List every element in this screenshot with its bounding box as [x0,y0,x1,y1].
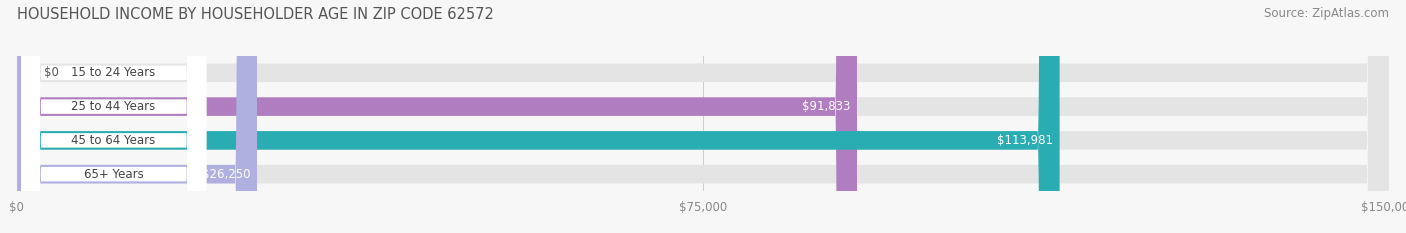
Text: $91,833: $91,833 [801,100,851,113]
Text: 15 to 24 Years: 15 to 24 Years [72,66,156,79]
FancyBboxPatch shape [17,0,257,233]
FancyBboxPatch shape [17,0,1389,233]
FancyBboxPatch shape [17,0,1389,233]
Text: 65+ Years: 65+ Years [84,168,143,181]
FancyBboxPatch shape [17,0,34,233]
FancyBboxPatch shape [17,0,1060,233]
Text: 45 to 64 Years: 45 to 64 Years [72,134,156,147]
Text: $113,981: $113,981 [997,134,1053,147]
FancyBboxPatch shape [21,0,207,233]
Text: Source: ZipAtlas.com: Source: ZipAtlas.com [1264,7,1389,20]
FancyBboxPatch shape [21,0,207,233]
Text: 25 to 44 Years: 25 to 44 Years [72,100,156,113]
FancyBboxPatch shape [17,0,1389,233]
FancyBboxPatch shape [17,0,1389,233]
FancyBboxPatch shape [21,0,207,233]
Text: HOUSEHOLD INCOME BY HOUSEHOLDER AGE IN ZIP CODE 62572: HOUSEHOLD INCOME BY HOUSEHOLDER AGE IN Z… [17,7,494,22]
FancyBboxPatch shape [21,0,207,233]
FancyBboxPatch shape [17,0,858,233]
Text: $0: $0 [45,66,59,79]
Text: $26,250: $26,250 [201,168,250,181]
